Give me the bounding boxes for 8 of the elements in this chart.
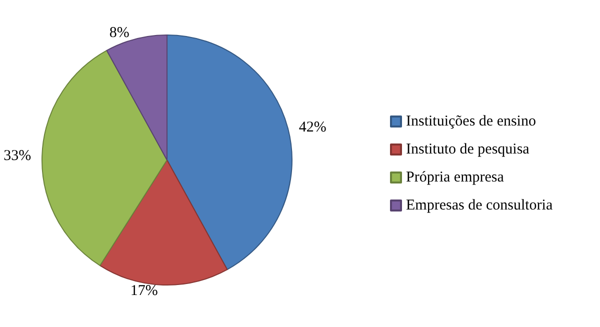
legend-label: Instituto de pesquisa xyxy=(406,142,530,158)
legend-label: Instituições de ensino xyxy=(406,114,536,130)
data-label: 33% xyxy=(4,148,32,164)
legend-label: Empresas de consultoria xyxy=(406,198,553,214)
data-label: 17% xyxy=(130,282,158,299)
legend-label: Própria empresa xyxy=(406,170,504,186)
data-label: 42% xyxy=(298,119,326,136)
data-label: 8% xyxy=(109,25,130,42)
